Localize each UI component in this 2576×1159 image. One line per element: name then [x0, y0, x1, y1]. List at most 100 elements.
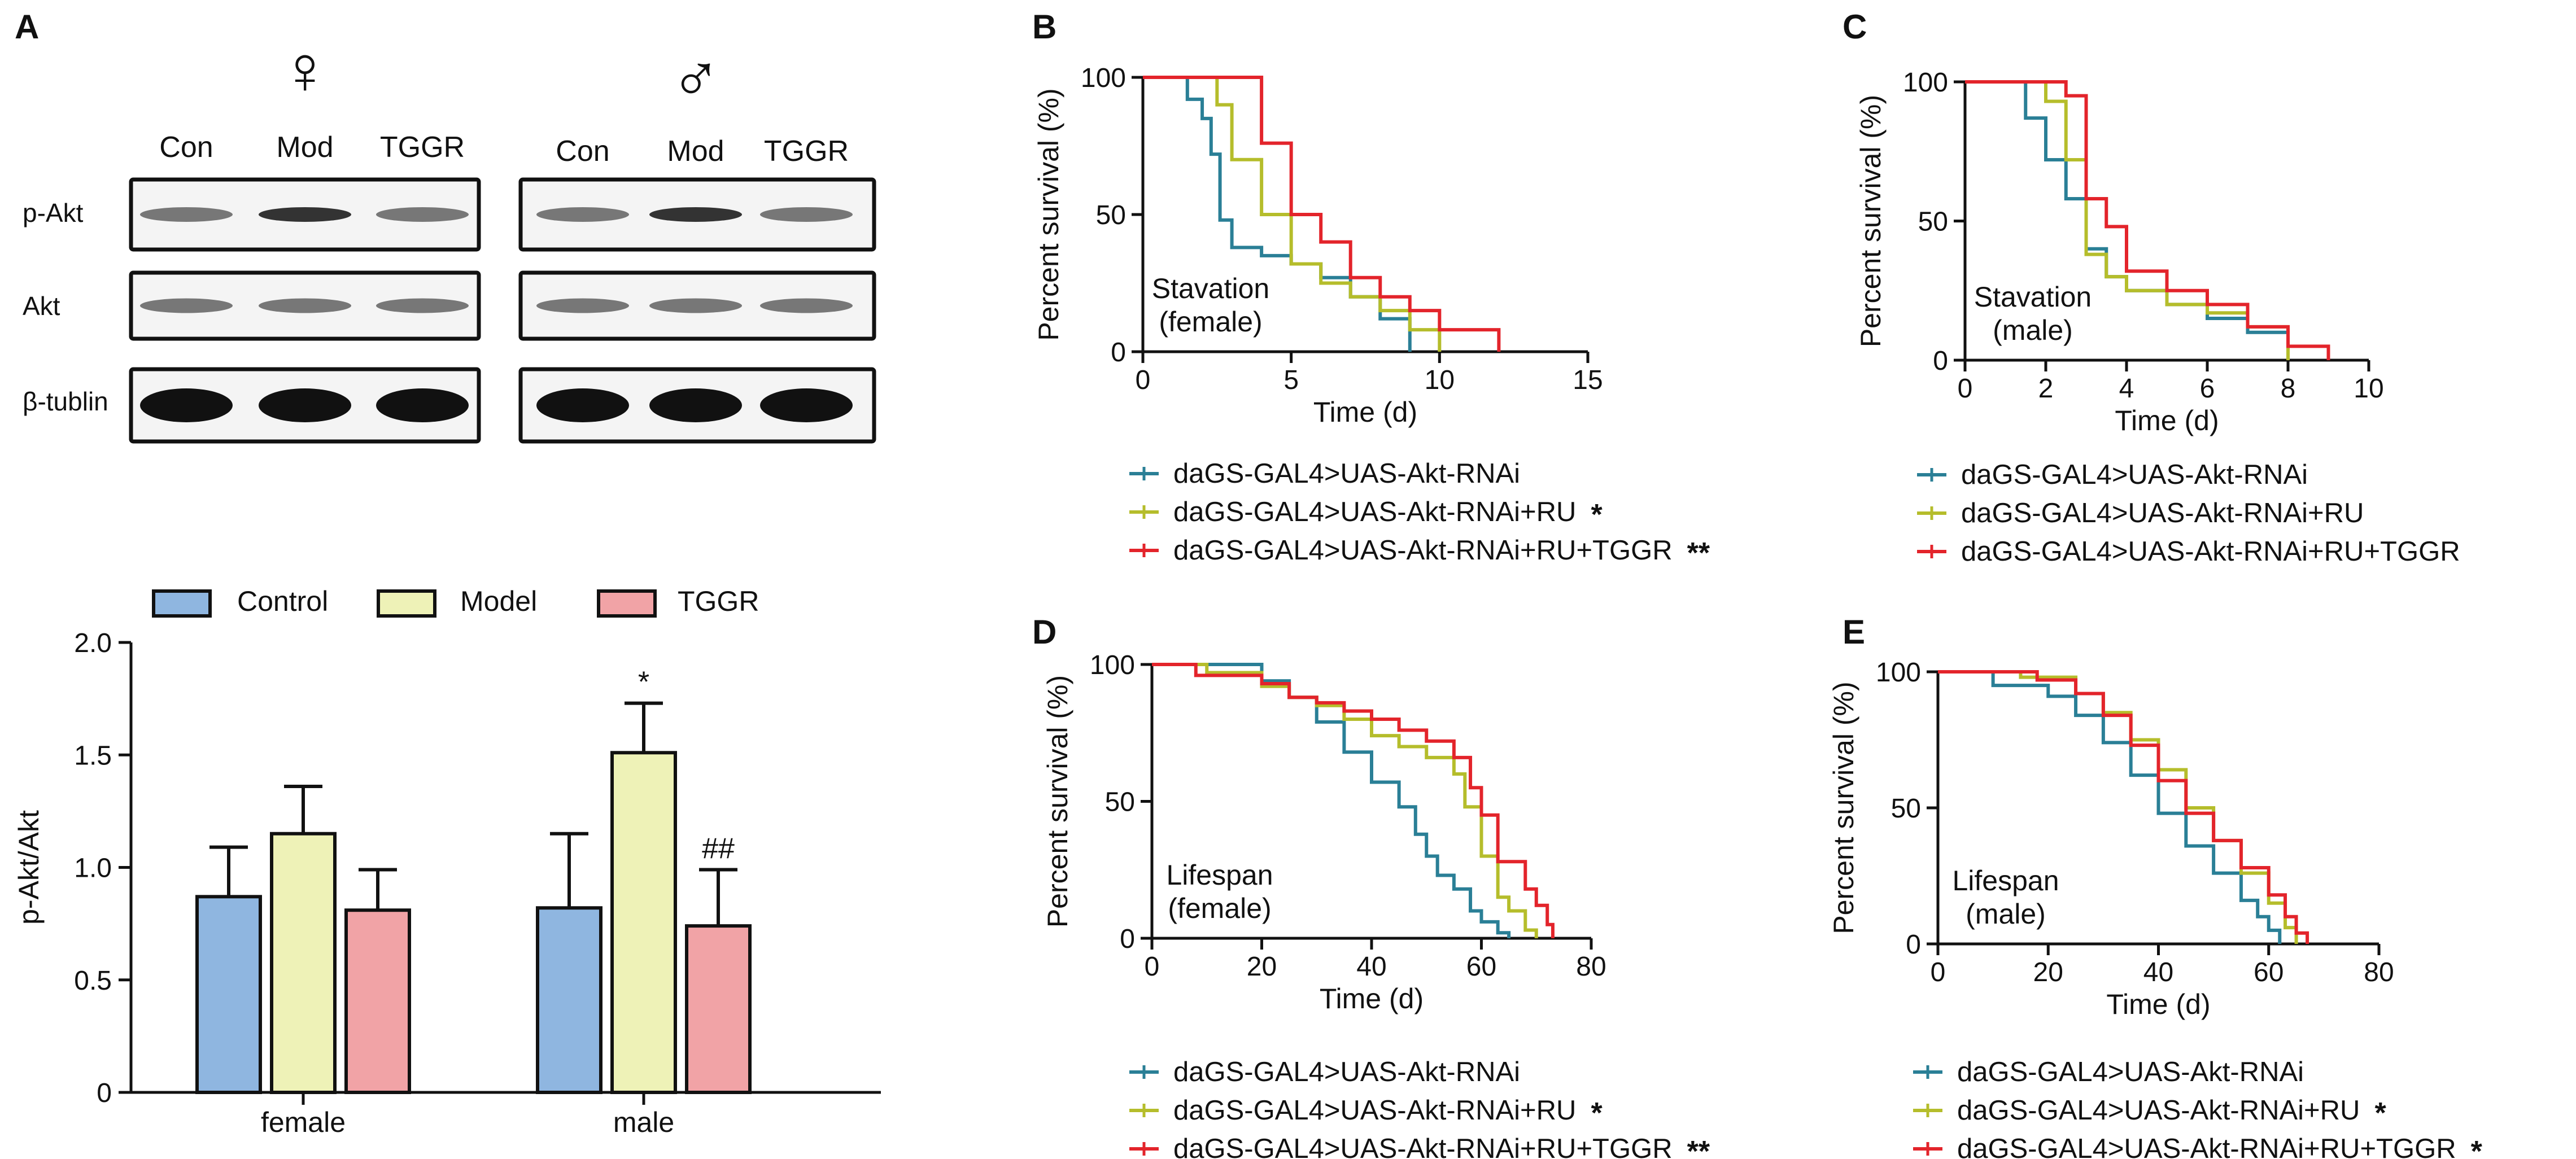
lane-label: TGGR [764, 135, 849, 168]
x-axis-label: Time (d) [2106, 989, 2210, 1020]
bar [685, 924, 752, 1094]
x-tick-label: 8 [2281, 374, 2296, 404]
panel-label: E [1843, 613, 1865, 651]
y-tick-label: 50 [1105, 788, 1135, 817]
lane-label: Mod [667, 135, 724, 168]
blot-band [140, 388, 233, 422]
bar [195, 895, 262, 1095]
y-tick-label: 0.5 [74, 966, 112, 996]
bar [270, 832, 337, 1094]
y-tick-label: 100 [1876, 658, 1921, 688]
blot-band [259, 298, 351, 313]
legend-label: daGS-GAL4>UAS-Akt-RNAi+RU+TGGR [1957, 1134, 2456, 1159]
blot-band [376, 388, 469, 422]
blot-band [760, 388, 853, 422]
y-tick-label: 50 [1918, 207, 1948, 237]
x-tick-label: 15 [1573, 365, 1603, 395]
x-tick-label: 0 [1136, 365, 1151, 395]
male-symbol: ♂ [670, 41, 721, 116]
x-tick-label: 4 [2119, 374, 2134, 404]
survival-line [1143, 76, 1442, 352]
blot-row-label: Akt [23, 291, 60, 321]
lane-label: Con [159, 131, 213, 164]
legend-label: daGS-GAL4>UAS-Akt-RNAi+RU+TGGR [1173, 1134, 1673, 1159]
survival-line [1965, 80, 2290, 360]
lane-label: TGGR [380, 131, 465, 164]
y-axis-label: Percent survival (%) [1042, 675, 1073, 928]
y-tick-label: 100 [1090, 650, 1135, 680]
blot-band [140, 298, 233, 313]
legend-label: Control [237, 585, 328, 617]
x-tick-label: 60 [2254, 957, 2284, 987]
y-tick-label: 0 [97, 1078, 112, 1108]
blot-band [649, 388, 742, 422]
x-axis-label: Time (d) [2115, 405, 2219, 436]
y-tick-label: 50 [1096, 200, 1126, 230]
significance-marker: * [2471, 1135, 2483, 1159]
blot-band [259, 388, 351, 422]
legend-label: daGS-GAL4>UAS-Akt-RNAi [1173, 1057, 1520, 1087]
blot-band [760, 207, 853, 222]
blot-band [259, 207, 351, 222]
blot-band [376, 298, 469, 313]
x-tick-label: 20 [2033, 957, 2063, 987]
blot-band [376, 207, 469, 222]
y-axis-label: p-Akt/Akt [13, 810, 45, 925]
chart-subtitle: (female) [1168, 893, 1271, 924]
blot-row-label: β-tublin [23, 387, 108, 416]
legend-label: daGS-GAL4>UAS-Akt-RNAi+RU [1173, 497, 1576, 527]
blot-band [536, 298, 629, 313]
x-axis-label: Time (d) [1313, 396, 1417, 428]
legend-swatch [377, 589, 436, 618]
lane-label: Mod [276, 131, 333, 164]
x-tick-label: 5 [1283, 365, 1299, 395]
survival-chart-e: 0 50 100 0 20 40 60 80 Time (d) Percent survival … [1828, 658, 2483, 1159]
panel-label: D [1032, 613, 1056, 651]
survival-line [1143, 76, 1501, 352]
x-tick-label: 60 [1466, 952, 1496, 982]
y-tick-label: 0 [1933, 346, 1948, 376]
bar-chart-panel: Control Model TGGR 0 0.5 1.0 1.5 2.0 p-Akt/Akt fe… [13, 585, 881, 1138]
y-tick-label: 1.0 [74, 854, 112, 884]
blot-band [536, 207, 629, 222]
panel-label: C [1843, 8, 1867, 46]
legend-label: daGS-GAL4>UAS-Akt-RNAi+RU+TGGR [1961, 536, 2460, 567]
significance-marker: * [1591, 1097, 1603, 1130]
survival-chart-d: 0 50 100 0 20 40 60 80 Time (d) Percent survival … [1042, 650, 1710, 1159]
legend-label: daGS-GAL4>UAS-Akt-RNAi+RU [1957, 1095, 2360, 1126]
survival-chart-b: 0 50 100 0 5 10 15 Time (d) Percent survival (%)… [1033, 63, 1710, 570]
blot-row-label: p-Akt [23, 198, 84, 228]
significance-marker: ** [1687, 537, 1710, 570]
x-tick-label: 6 [2200, 374, 2215, 404]
panel-label: A [15, 8, 39, 46]
y-axis-label: Percent survival (%) [1828, 681, 1859, 934]
significance-marker: ** [1687, 1135, 1710, 1159]
legend-label: daGS-GAL4>UAS-Akt-RNAi+RU [1961, 498, 2364, 528]
bar [610, 751, 677, 1094]
x-tick-label: 10 [2354, 374, 2383, 404]
y-tick-label: 2.0 [74, 628, 112, 658]
legend-swatch [597, 589, 657, 618]
blot-band [536, 388, 629, 422]
chart-subtitle: (male) [1993, 314, 2073, 346]
x-tick-label: 2 [2038, 374, 2054, 404]
chart-title: Stavation [1152, 273, 1269, 304]
survival-line [1965, 80, 2330, 360]
blot-band [649, 207, 742, 222]
x-tick-label: 0 [1145, 952, 1160, 982]
y-tick-label: 0 [1120, 924, 1135, 954]
legend-swatch [152, 589, 212, 618]
x-tick-label: 80 [2364, 957, 2394, 987]
survival-chart-c: 0 50 100 0 2 4 6 8 10 Time (d) Percent survival (%… [1855, 68, 2460, 567]
survival-line [1938, 670, 2309, 944]
legend-label: daGS-GAL4>UAS-Akt-RNAi+RU+TGGR [1173, 535, 1673, 566]
y-axis-label: Percent survival (%) [1033, 88, 1064, 340]
significance-marker: * [2374, 1097, 2386, 1130]
panel-label: B [1032, 8, 1056, 46]
chart-title: Lifespan [1166, 859, 1273, 891]
chart-title: Lifespan [1952, 865, 2059, 896]
legend-label: daGS-GAL4>UAS-Akt-RNAi+RU [1173, 1095, 1576, 1126]
x-axis-label: Time (d) [1320, 983, 1424, 1014]
y-tick-label: 100 [1081, 63, 1126, 93]
